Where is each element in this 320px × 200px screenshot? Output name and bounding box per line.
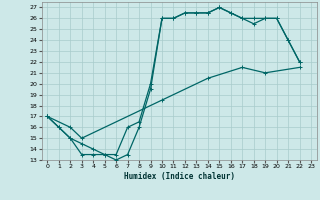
X-axis label: Humidex (Indice chaleur): Humidex (Indice chaleur) <box>124 172 235 181</box>
